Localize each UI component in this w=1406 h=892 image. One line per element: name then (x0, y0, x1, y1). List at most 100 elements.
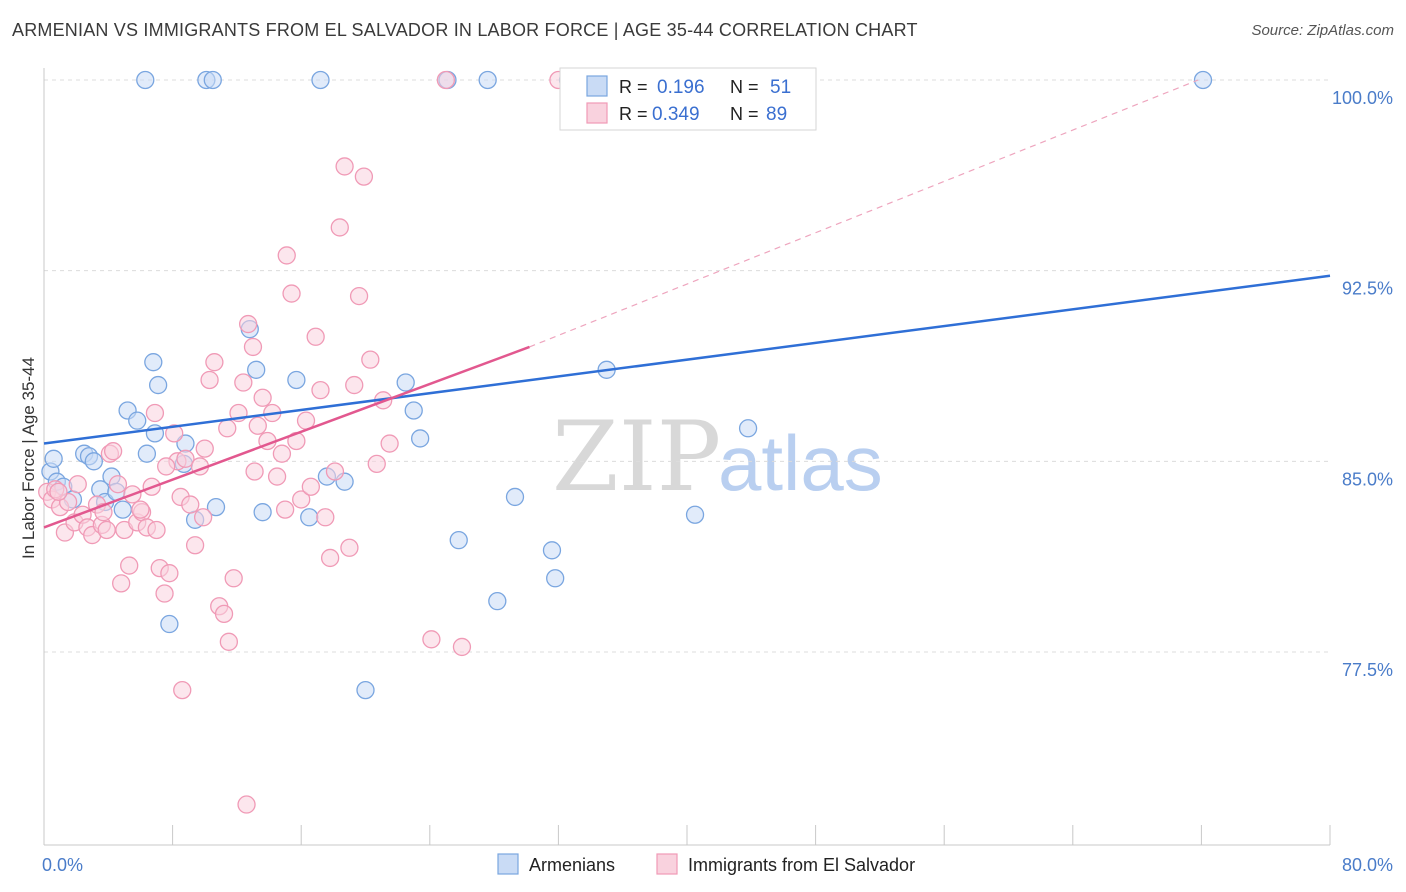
point-armenians-40 (356, 680, 375, 700)
point-armenians-29 (396, 373, 415, 392)
legend-r-value-2: 0.349 (652, 104, 700, 125)
point-el-salvador-48 (248, 416, 267, 435)
point-el-salvador-85 (157, 457, 176, 476)
point-armenians-21 (206, 497, 226, 517)
point-armenians-31 (411, 429, 430, 448)
point-armenians-12 (113, 500, 132, 519)
trend-line-el-salvador (43, 345, 530, 529)
legend: R = 0.196 N = 51 R = 0.349 N = 89 (559, 67, 817, 131)
point-el-salvador-78 (237, 795, 256, 814)
point-el-salvador-68 (345, 375, 364, 395)
point-el-salvador-47 (243, 337, 263, 357)
point-armenians-45 (203, 70, 222, 90)
point-armenians-32 (449, 530, 468, 550)
point-el-salvador-87 (436, 70, 456, 90)
point-el-salvador-65 (330, 218, 349, 237)
point-el-salvador-71 (361, 350, 380, 369)
legend-swatch-el-salvador (586, 102, 608, 124)
point-el-salvador-66 (335, 157, 354, 176)
point-el-salvador-45 (234, 373, 253, 392)
point-el-salvador-41 (214, 604, 234, 624)
point-el-salvador-53 (272, 444, 292, 463)
bottom-legend-swatch-armenians (497, 853, 519, 875)
x-tick-label-min: 0.0% (42, 855, 83, 875)
point-armenians-25 (287, 370, 306, 390)
legend-r-label-2: R = (619, 104, 648, 124)
point-armenians-15 (137, 444, 157, 463)
point-el-salvador-17 (112, 574, 131, 593)
point-el-salvador-64 (325, 462, 345, 481)
point-el-salvador-84 (49, 482, 68, 501)
point-armenians-26 (300, 508, 319, 527)
point-el-salvador-15 (103, 442, 123, 461)
legend-n-value-1: 51 (770, 77, 791, 98)
x-ticks (43, 825, 1331, 845)
point-el-salvador-67 (340, 538, 359, 557)
point-el-salvador-52 (267, 467, 287, 486)
series-el-salvador-points (38, 70, 568, 814)
legend-swatch-armenians (586, 75, 608, 97)
point-el-salvador-38 (200, 370, 219, 390)
point-armenians-1 (44, 449, 63, 468)
legend-n-label-1: N = (730, 77, 759, 97)
point-el-salvador-49 (253, 388, 272, 407)
point-el-salvador-35 (185, 536, 205, 555)
point-el-salvador-13 (97, 520, 116, 540)
point-armenians-36 (546, 569, 565, 588)
y-tick-label-3: 77.5% (1342, 660, 1393, 680)
point-armenians-30 (404, 401, 423, 420)
point-el-salvador-77 (173, 680, 192, 700)
point-armenians-34 (505, 487, 525, 507)
point-el-salvador-63 (320, 548, 340, 568)
point-el-salvador-55 (282, 284, 301, 303)
point-el-salvador-33 (176, 449, 195, 468)
bottom-legend-swatch-el-salvador (656, 853, 678, 875)
point-el-salvador-39 (205, 353, 224, 372)
series-armenians-points (41, 70, 1213, 700)
point-armenians-14 (128, 411, 147, 430)
legend-n-label-2: N = (730, 104, 759, 124)
point-armenians-41 (160, 614, 179, 634)
bottom-legend-label-el-salvador: Immigrants from El Salvador (688, 855, 915, 875)
point-el-salvador-61 (311, 381, 330, 400)
point-el-salvador-62 (316, 508, 335, 527)
point-el-salvador-76 (452, 637, 472, 657)
bottom-legend-label-armenians: Armenians (529, 855, 615, 875)
point-armenians-46 (311, 70, 330, 90)
point-armenians-35 (542, 541, 562, 560)
watermark-zip: ZIP (552, 401, 721, 513)
point-el-salvador-72 (367, 454, 386, 474)
point-el-salvador-29 (160, 564, 179, 583)
bottom-legend: Armenians Immigrants from El Salvador (497, 853, 915, 875)
point-armenians-39 (738, 419, 758, 438)
point-el-salvador-16 (108, 475, 128, 494)
y-tick-label-0: 100.0% (1332, 88, 1393, 108)
point-el-salvador-43 (224, 569, 243, 588)
point-el-salvador-34 (181, 495, 200, 514)
point-el-salvador-30 (165, 424, 184, 443)
point-el-salvador-42 (219, 632, 239, 651)
y-tick-label-2: 85.0% (1342, 469, 1393, 489)
source-credit: Source: ZipAtlas.com (1251, 22, 1394, 39)
point-el-salvador-54 (277, 246, 296, 265)
point-armenians-48 (478, 70, 497, 90)
point-armenians-24 (253, 503, 272, 522)
point-el-salvador-46 (239, 314, 258, 334)
point-el-salvador-75 (422, 630, 441, 649)
point-el-salvador-60 (306, 327, 325, 346)
point-armenians-17 (148, 375, 168, 395)
point-el-salvador-25 (145, 403, 165, 423)
point-armenians-23 (247, 360, 266, 379)
point-el-salvador-59 (301, 477, 320, 496)
watermark: ZIP atlas (552, 401, 883, 513)
point-armenians-43 (136, 70, 155, 90)
point-el-salvador-86 (218, 419, 237, 438)
x-tick-label-max: 80.0% (1342, 855, 1393, 875)
point-armenians-50 (1193, 70, 1213, 90)
legend-n-value-2: 89 (766, 104, 787, 125)
point-el-salvador-19 (120, 556, 139, 575)
point-el-salvador-37 (195, 439, 214, 458)
x-tick-labels: 0.0% 80.0% (42, 855, 1393, 875)
y-tick-labels: 100.0% 92.5% 85.0% 77.5% (1332, 88, 1393, 680)
point-el-salvador-69 (349, 286, 369, 306)
